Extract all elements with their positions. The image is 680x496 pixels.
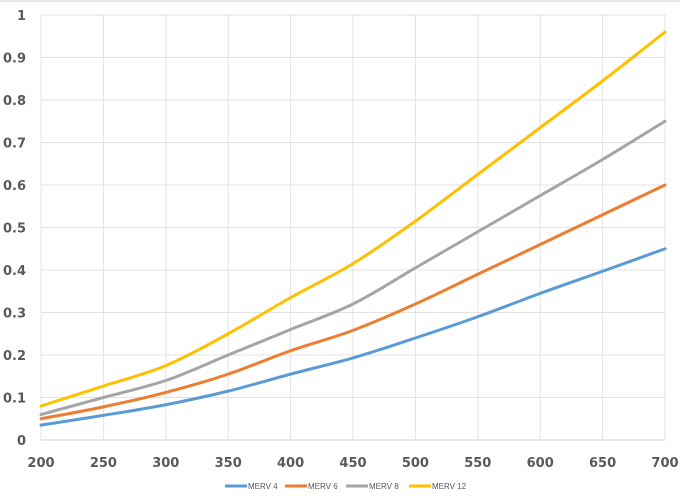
y-tick-label: 0.2 <box>3 349 26 364</box>
series-line-merv-6 <box>39 183 667 421</box>
x-tick-label: 300 <box>152 456 179 471</box>
y-tick-label: 0.7 <box>3 137 26 152</box>
series-line-merv-8 <box>39 119 667 416</box>
y-axis-ticks: 0 0.1 0.2 0.3 0.4 0.5 0.6 0.7 0.8 0.9 1 <box>3 9 26 449</box>
x-tick-label: 600 <box>527 456 554 471</box>
legend-item: MERV 6 <box>285 482 338 491</box>
y-tick-label: 1 <box>17 9 26 24</box>
x-tick-label: 200 <box>27 456 54 471</box>
y-tick-label: 0.5 <box>3 222 26 237</box>
x-tick-label: 350 <box>215 456 242 471</box>
legend-item: MERV 8 <box>346 482 399 491</box>
x-tick-label: 650 <box>589 456 616 471</box>
y-tick-label: 0.9 <box>3 52 26 67</box>
chart-top-border <box>0 0 680 2</box>
legend: MERV 4 MERV 6 MERV 8 MERV 12 <box>225 482 467 491</box>
x-tick-label: 550 <box>464 456 491 471</box>
legend-label: MERV 4 <box>248 482 278 491</box>
legend-label: MERV 8 <box>369 482 399 491</box>
x-tick-label: 500 <box>402 456 429 471</box>
y-tick-label: 0.6 <box>3 179 26 194</box>
y-tick-label: 0.8 <box>3 94 26 109</box>
y-tick-label: 0.4 <box>3 264 26 279</box>
x-tick-label: 450 <box>339 456 366 471</box>
series-line-merv-12 <box>39 30 667 408</box>
legend-item: MERV 4 <box>225 482 278 491</box>
y-tick-label: 0 <box>17 434 26 449</box>
series-lines <box>39 30 667 427</box>
grid-lines <box>40 14 666 441</box>
y-tick-label: 0.1 <box>3 392 26 407</box>
legend-label: MERV 12 <box>432 482 467 491</box>
y-tick-label: 0.3 <box>3 307 26 322</box>
x-axis-ticks: 200 250 300 350 400 450 500 550 600 650 700 <box>27 456 678 471</box>
x-tick-label: 400 <box>277 456 304 471</box>
series-line-merv-4 <box>39 247 667 427</box>
x-tick-label: 250 <box>90 456 117 471</box>
x-tick-label: 700 <box>651 456 678 471</box>
legend-label: MERV 6 <box>308 482 338 491</box>
legend-item: MERV 12 <box>409 482 467 491</box>
